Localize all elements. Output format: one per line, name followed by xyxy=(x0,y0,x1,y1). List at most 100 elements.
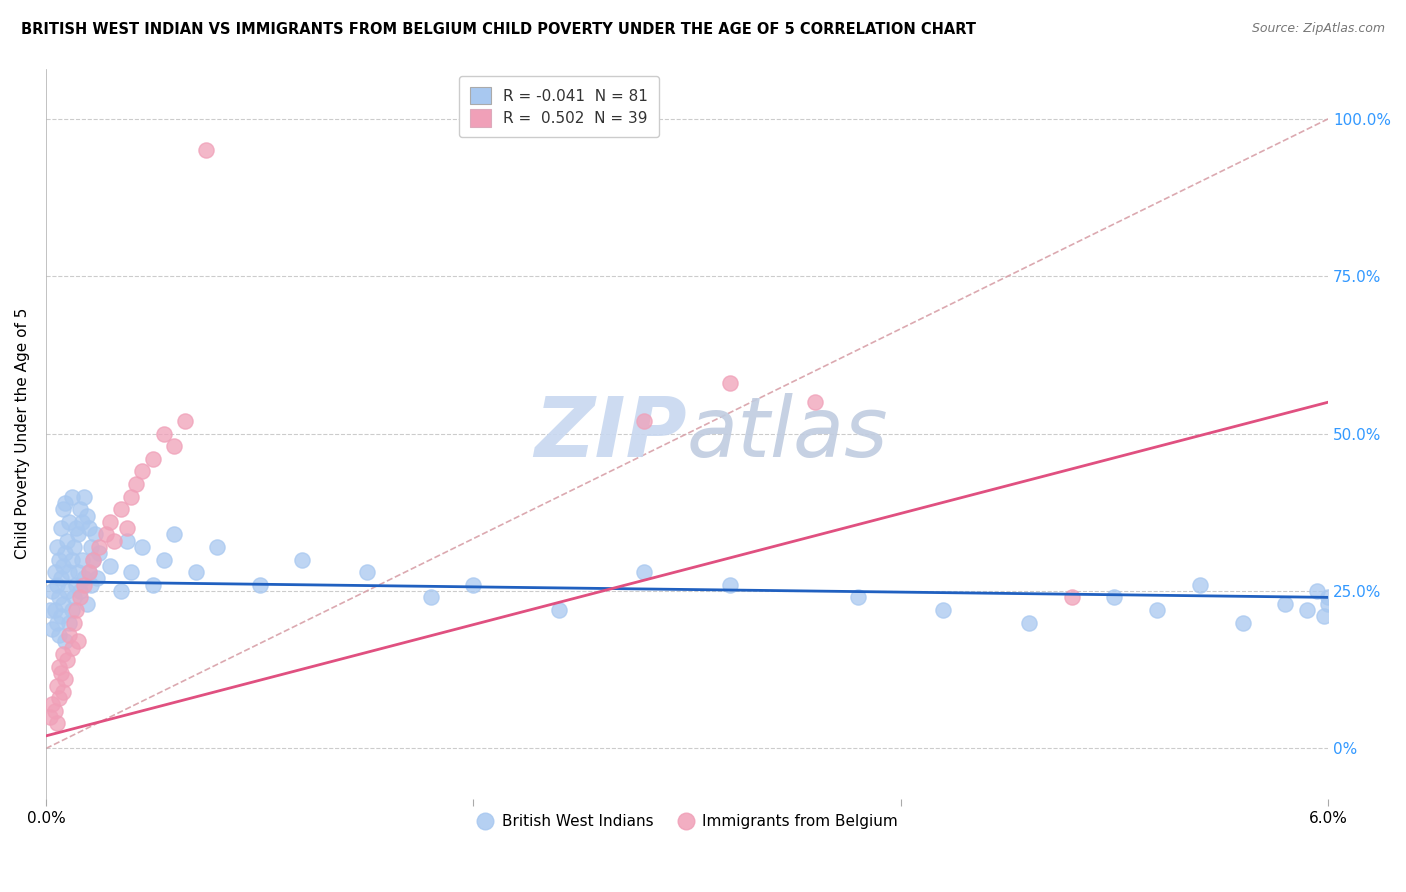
Point xyxy=(98,515,121,529)
Point xyxy=(633,414,655,428)
Point xyxy=(249,578,271,592)
Point xyxy=(39,603,62,617)
Point xyxy=(94,527,117,541)
Point xyxy=(56,653,79,667)
Point xyxy=(48,591,70,605)
Point xyxy=(60,490,83,504)
Point xyxy=(52,685,75,699)
Point xyxy=(110,502,132,516)
Point xyxy=(76,597,98,611)
Point xyxy=(53,496,76,510)
Point xyxy=(65,578,87,592)
Point xyxy=(52,558,75,573)
Point xyxy=(89,540,111,554)
Point xyxy=(53,634,76,648)
Point xyxy=(66,527,89,541)
Point xyxy=(73,490,96,504)
Point xyxy=(142,578,165,592)
Point xyxy=(45,716,67,731)
Point xyxy=(356,565,378,579)
Point xyxy=(205,540,228,554)
Point xyxy=(77,565,100,579)
Point xyxy=(48,691,70,706)
Point xyxy=(52,502,75,516)
Point xyxy=(152,426,174,441)
Point xyxy=(718,376,741,391)
Point xyxy=(48,628,70,642)
Point xyxy=(1146,603,1168,617)
Point xyxy=(44,565,66,579)
Point xyxy=(846,591,869,605)
Point xyxy=(62,615,84,630)
Point xyxy=(633,565,655,579)
Point xyxy=(44,603,66,617)
Point xyxy=(66,565,89,579)
Point xyxy=(45,615,67,630)
Point xyxy=(1306,584,1329,599)
Point xyxy=(1317,597,1340,611)
Point xyxy=(58,515,80,529)
Point xyxy=(131,540,153,554)
Point xyxy=(60,603,83,617)
Point xyxy=(72,515,94,529)
Point xyxy=(77,565,100,579)
Point xyxy=(65,603,87,617)
Point xyxy=(56,533,79,548)
Point xyxy=(1104,591,1126,605)
Point xyxy=(77,521,100,535)
Point xyxy=(291,552,314,566)
Point xyxy=(58,628,80,642)
Point xyxy=(58,615,80,630)
Point xyxy=(1188,578,1211,592)
Point xyxy=(72,552,94,566)
Point xyxy=(1018,615,1040,630)
Point xyxy=(1317,591,1340,605)
Point xyxy=(45,540,67,554)
Point xyxy=(115,533,138,548)
Point xyxy=(41,622,63,636)
Point xyxy=(45,679,67,693)
Point xyxy=(56,584,79,599)
Point xyxy=(195,144,218,158)
Point xyxy=(41,584,63,599)
Point xyxy=(49,572,72,586)
Point xyxy=(48,552,70,566)
Point xyxy=(60,552,83,566)
Point xyxy=(80,578,103,592)
Point xyxy=(58,565,80,579)
Point xyxy=(98,558,121,573)
Point xyxy=(142,451,165,466)
Point xyxy=(463,578,485,592)
Point xyxy=(73,578,96,592)
Point xyxy=(120,490,142,504)
Point xyxy=(52,647,75,661)
Point xyxy=(82,552,104,566)
Text: Source: ZipAtlas.com: Source: ZipAtlas.com xyxy=(1251,22,1385,36)
Point xyxy=(84,527,107,541)
Point xyxy=(73,572,96,586)
Point xyxy=(66,634,89,648)
Point xyxy=(547,603,569,617)
Point xyxy=(53,672,76,686)
Point xyxy=(173,414,195,428)
Point xyxy=(718,578,741,592)
Point xyxy=(80,540,103,554)
Point xyxy=(1313,609,1336,624)
Point xyxy=(76,508,98,523)
Point xyxy=(39,710,62,724)
Point xyxy=(1295,603,1317,617)
Y-axis label: Child Poverty Under the Age of 5: Child Poverty Under the Age of 5 xyxy=(15,308,30,559)
Point xyxy=(932,603,955,617)
Point xyxy=(184,565,207,579)
Point xyxy=(419,591,441,605)
Point xyxy=(69,502,91,516)
Point xyxy=(69,591,91,605)
Point xyxy=(115,521,138,535)
Point xyxy=(152,552,174,566)
Point xyxy=(1232,615,1254,630)
Legend: British West Indians, Immigrants from Belgium: British West Indians, Immigrants from Be… xyxy=(470,808,904,835)
Point xyxy=(163,527,186,541)
Point xyxy=(163,439,186,453)
Point xyxy=(41,698,63,712)
Point xyxy=(1274,597,1296,611)
